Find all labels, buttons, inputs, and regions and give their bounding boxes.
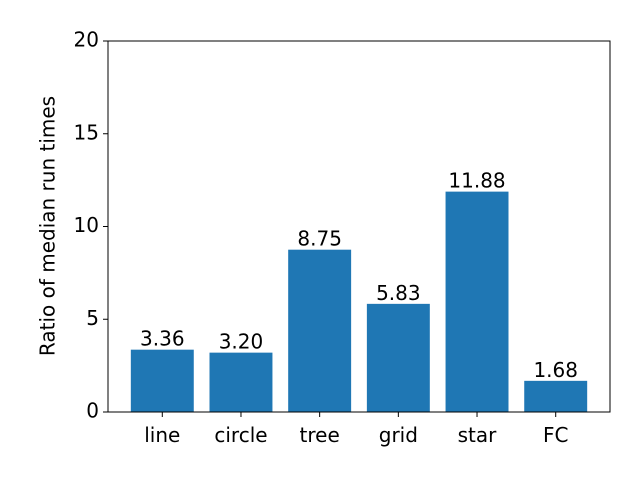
bar — [209, 352, 273, 412]
x-tick-label: circle — [214, 423, 267, 447]
bar — [445, 191, 509, 412]
value-label: 3.20 — [219, 330, 264, 354]
value-label: 3.36 — [140, 327, 185, 351]
y-axis-label: Ratio of median run times — [36, 96, 60, 356]
value-label: 5.83 — [376, 281, 421, 305]
y-tick-label: 0 — [86, 399, 99, 423]
x-tick-label: tree — [300, 423, 340, 447]
y-tick-label: 20 — [74, 28, 99, 52]
bar — [366, 303, 430, 412]
plot-frame — [107, 40, 611, 413]
x-tick-label: FC — [543, 423, 568, 447]
value-label: 1.68 — [533, 358, 578, 382]
value-label: 8.75 — [297, 227, 342, 251]
x-tick-label: star — [458, 423, 498, 447]
y-tick-label: 10 — [74, 213, 99, 237]
x-tick-label: line — [144, 423, 180, 447]
x-tick-label: grid — [379, 423, 418, 447]
y-tick-label: 5 — [86, 306, 99, 330]
bar — [130, 349, 194, 412]
bar — [524, 380, 588, 412]
value-label: 11.88 — [448, 169, 505, 193]
y-tick-label: 15 — [74, 120, 99, 144]
bar — [288, 249, 352, 412]
